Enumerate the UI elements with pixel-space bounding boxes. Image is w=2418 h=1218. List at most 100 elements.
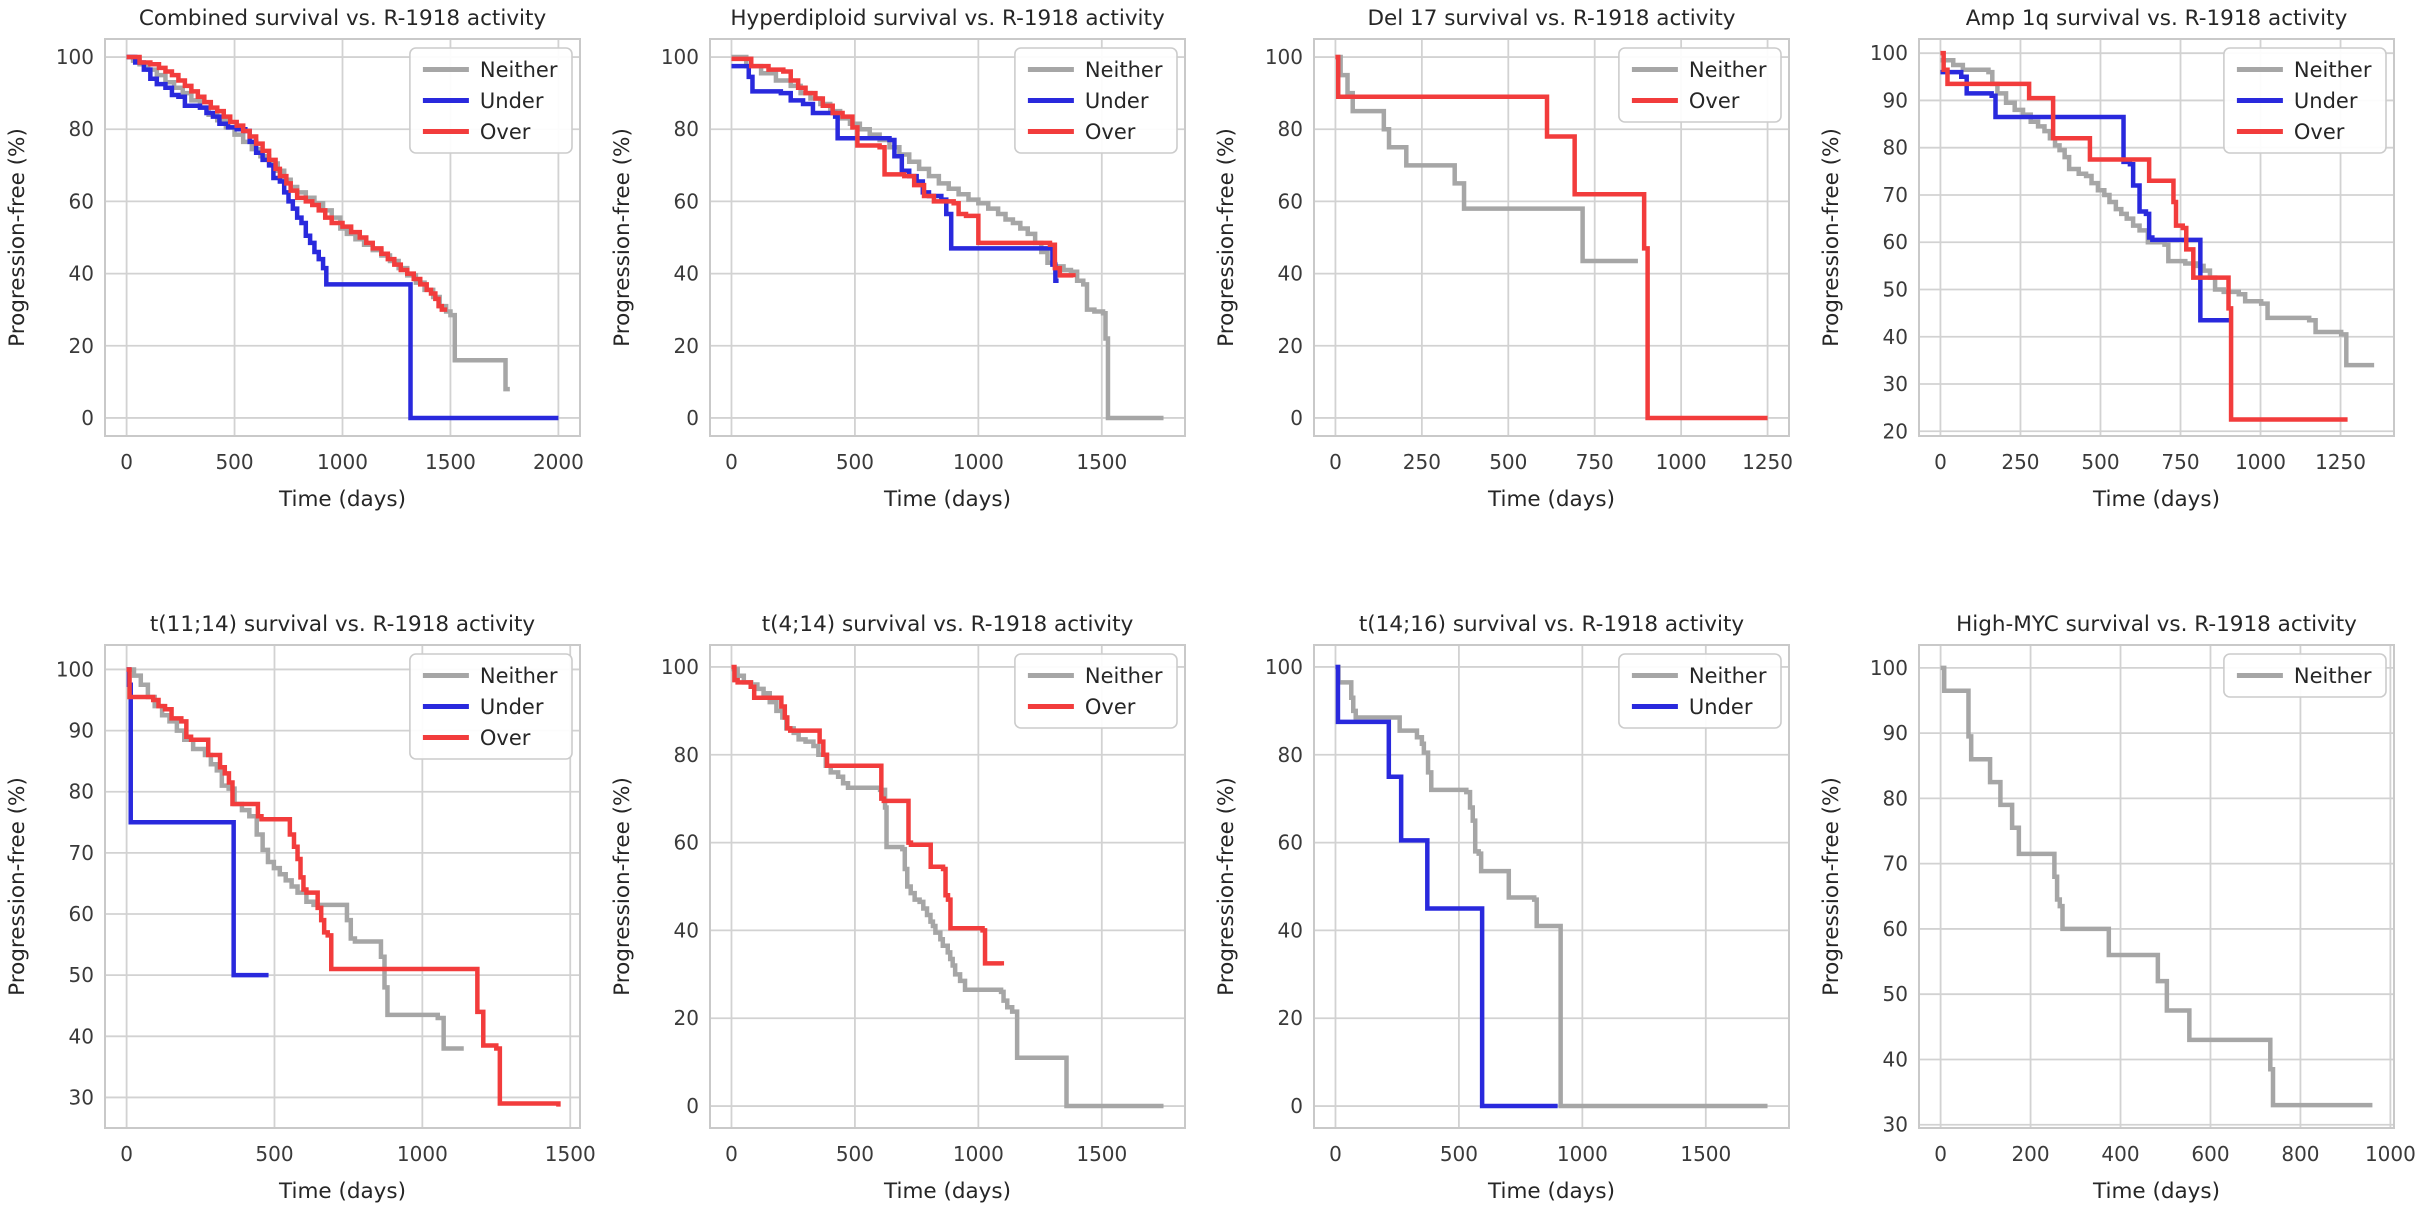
x-tick-label: 1500	[1076, 1142, 1127, 1166]
legend-box	[1618, 47, 1782, 123]
legend-label-over: Over	[2293, 120, 2344, 144]
x-axis-label: Time (days)	[278, 487, 406, 512]
plot-title: t(4;14) survival vs. R-1918 activity	[761, 612, 1133, 637]
chart-t11-14: 0 500 1000 1500 30 40 50 60 70 80 90 100 t(11;14) su…	[0, 609, 605, 1218]
x-tick-label: 500	[835, 450, 873, 474]
x-tick-label: 400	[2101, 1142, 2139, 1166]
x-tick-label: 1500	[1680, 1142, 1731, 1166]
plot-title: Amp 1q survival vs. R-1918 activity	[1965, 6, 2347, 31]
legend-label-neither: Neither	[2293, 664, 2371, 688]
y-tick-label: 30	[1882, 372, 1907, 396]
y-axis-label: Progression-free (%)	[1819, 128, 1844, 347]
x-tick-label: 500	[255, 1142, 293, 1166]
y-tick-label: 60	[1882, 917, 1907, 941]
x-tick-label: 500	[835, 1142, 873, 1166]
x-tick-label: 200	[2011, 1142, 2049, 1166]
legend-box	[2222, 47, 2387, 154]
series-group	[730, 664, 1164, 1109]
y-tick-label: 0	[1290, 1094, 1303, 1118]
legend-label-neither: Neither	[480, 664, 558, 688]
legend: Neither Under Over	[409, 47, 573, 154]
y-tick-label: 90	[1882, 721, 1907, 745]
x-tick-label: 600	[2191, 1142, 2229, 1166]
x-axis-label: Time (days)	[1487, 487, 1615, 512]
y-tick-label: 90	[1882, 88, 1907, 112]
x-tick-label: 1000	[952, 1142, 1003, 1166]
legend: Neither Under Over	[1013, 47, 1178, 154]
y-axis-label: Progression-free (%)	[5, 777, 30, 996]
series-group	[126, 667, 561, 1107]
survival-curve-over	[730, 56, 1076, 278]
axes-spines	[104, 38, 581, 437]
legend-label-under: Under	[480, 695, 544, 719]
y-tick-label: 20	[69, 334, 94, 358]
y-tick-label: 20	[673, 1006, 698, 1030]
x-tick-label: 1500	[1076, 450, 1127, 474]
y-tick-label: 80	[1278, 117, 1303, 141]
legend: Neither Under Over	[409, 653, 573, 760]
x-axis-label: Time (days)	[883, 1179, 1011, 1204]
x-tick-label: 0	[1329, 450, 1342, 474]
chart-high-myc: 0 200 400 600 800 1000 30 40 50 60 70 80 90 100 High-M…	[1813, 609, 2418, 1218]
survival-curve-under	[730, 63, 1059, 284]
subplot-t14-16: 0 500 1000 1500 0 20 40 60 80 100 t(14;16) surviva…	[1209, 609, 1814, 1218]
subplot-t4-14: 0 500 1000 1500 0 20 40 60 80 100 t(4;14) survival…	[604, 609, 1209, 1218]
y-tick-label: 70	[69, 841, 94, 865]
y-tick-label: 80	[1882, 136, 1907, 160]
chart-t14-16: 0 500 1000 1500 0 20 40 60 80 100 t(14;16) surviva…	[1209, 609, 1814, 1218]
legend-label-under: Under	[2293, 89, 2357, 113]
legend-box	[1013, 653, 1178, 729]
y-tick-label: 80	[1278, 743, 1303, 767]
y-tick-label: 20	[1278, 1006, 1303, 1030]
y-tick-label: 100	[1869, 41, 1907, 65]
series-group	[730, 54, 1164, 421]
survival-curve-under	[1335, 664, 1558, 1109]
chart-t4-14: 0 500 1000 1500 0 20 40 60 80 100 t(4;14) survival…	[604, 609, 1209, 1218]
x-axis-label: Time (days)	[2092, 487, 2220, 512]
chart-amp1q: 0 250 500 750 1000 1250 20 30 40 50 60 70 80 90 100 Amp…	[1813, 0, 2418, 609]
plot-title: Combined survival vs. R-1918 activity	[139, 6, 547, 31]
y-tick-label: 60	[673, 189, 698, 213]
y-axis-label: Progression-free (%)	[1819, 777, 1844, 996]
y-tick-label: 20	[673, 334, 698, 358]
y-tick-label: 20	[1882, 419, 1907, 443]
legend-box	[409, 653, 573, 760]
y-axis-label: Progression-free (%)	[610, 777, 635, 996]
subplot-hyperdiploid: 0 500 1000 1500 0 20 40 60 80 100 Hyperdiploid sur…	[604, 0, 1209, 609]
x-tick-label: 500	[1489, 450, 1527, 474]
y-tick-label: 100	[1265, 655, 1303, 679]
y-tick-label: 40	[1278, 262, 1303, 286]
survival-curve-under	[126, 54, 559, 421]
series-group	[1939, 50, 2374, 422]
y-tick-label: 60	[69, 189, 94, 213]
x-tick-label: 1250	[1742, 450, 1793, 474]
x-tick-label: 1000	[952, 450, 1003, 474]
survival-curve-neither	[1940, 665, 2372, 1108]
y-tick-label: 60	[69, 902, 94, 926]
chart-hyperdiploid: 0 500 1000 1500 0 20 40 60 80 100 Hyperdiploid sur…	[604, 0, 1209, 609]
survival-curve-over	[730, 664, 1004, 966]
legend-label-neither: Neither	[1084, 58, 1162, 82]
legend: Neither Over	[1013, 653, 1178, 729]
x-tick-label: 1000	[1656, 450, 1707, 474]
survival-curve-neither	[1939, 58, 2374, 368]
y-tick-label: 40	[1882, 325, 1907, 349]
x-tick-label: 1000	[2235, 450, 2286, 474]
legend-label-neither: Neither	[1084, 664, 1162, 688]
y-tick-label: 0	[1290, 406, 1303, 430]
y-tick-label: 70	[1882, 183, 1907, 207]
y-tick-label: 40	[673, 262, 698, 286]
legend-label-over: Over	[1084, 120, 1135, 144]
x-tick-label: 750	[1576, 450, 1614, 474]
legend-label-neither: Neither	[1689, 58, 1767, 82]
survival-curve-neither	[730, 666, 1164, 1109]
legend-label-under: Under	[1084, 89, 1148, 113]
y-tick-label: 100	[56, 657, 94, 681]
series-group	[1335, 664, 1768, 1109]
x-axis-label: Time (days)	[883, 487, 1011, 512]
x-tick-label: 2000	[533, 450, 584, 474]
subplot-background	[1813, 609, 2418, 1218]
subplot-high-myc: 0 200 400 600 800 1000 30 40 50 60 70 80 90 100 High-M…	[1813, 609, 2418, 1218]
chart-del17: 0 250 500 750 1000 1250 0 20 40 60 80 100 Del 17 sur…	[1209, 0, 1814, 609]
